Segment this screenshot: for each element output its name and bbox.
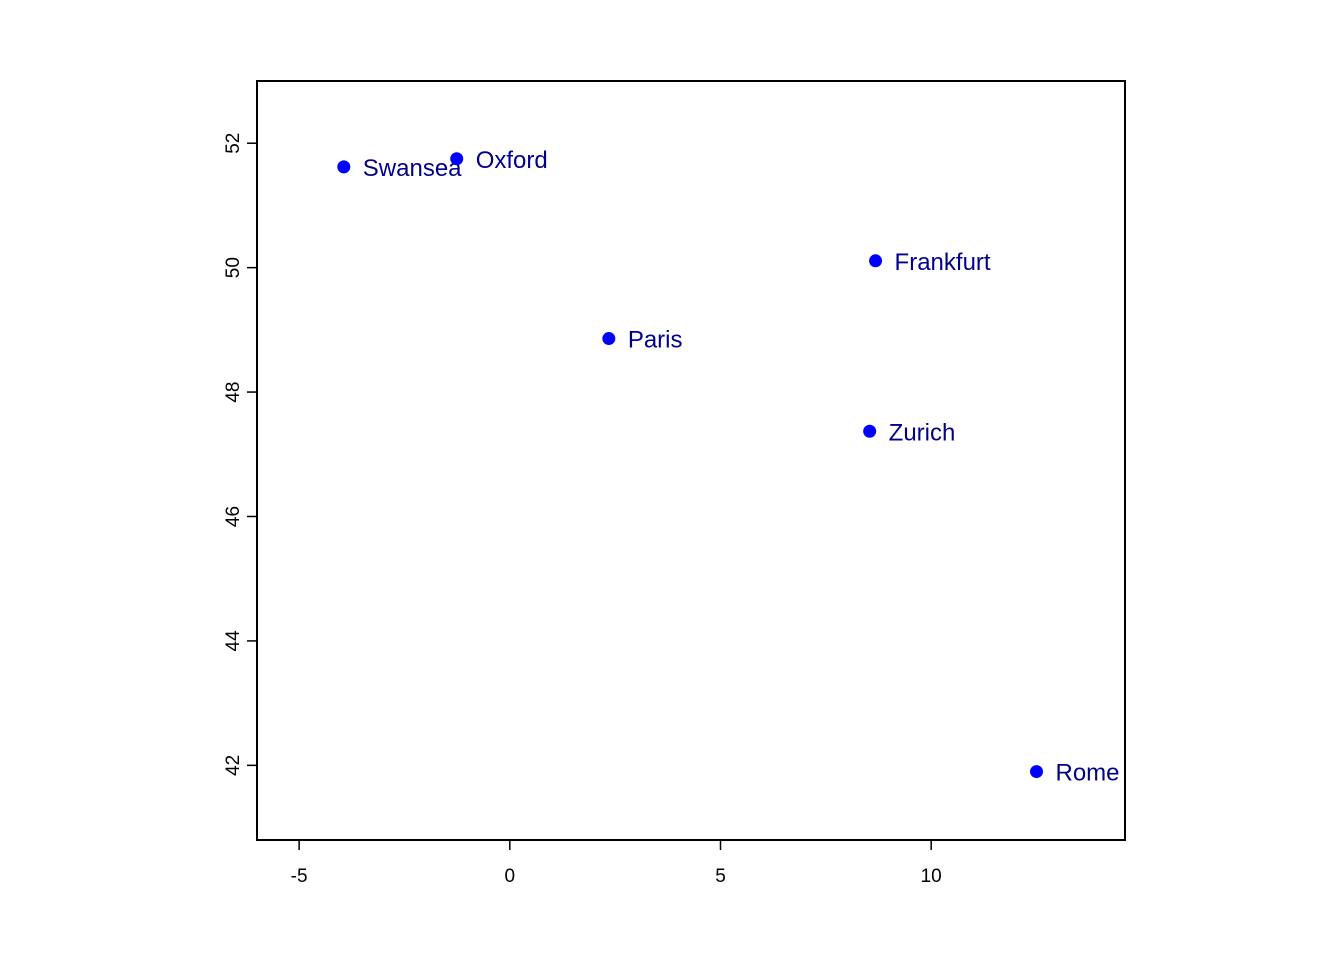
data-point	[337, 160, 351, 174]
data-point	[1030, 765, 1044, 779]
data-point	[869, 254, 883, 268]
points-layer: Swansea Oxford Frankfurt Paris Zurich Rome	[337, 147, 1120, 787]
x-tick-label: 10	[921, 866, 942, 887]
data-point	[450, 152, 464, 166]
point-label: Swansea	[363, 155, 462, 182]
y-tick-label: 44	[223, 630, 244, 652]
plot-frame	[256, 80, 1126, 841]
axes-layer: -5 0 5 10 42 44 46 48 50 52	[223, 133, 942, 887]
y-tick-label: 42	[223, 755, 244, 776]
y-tick-label: 48	[223, 381, 244, 402]
point-label: Zurich	[889, 419, 956, 446]
y-tick-label: 52	[223, 133, 244, 154]
y-tick-label: 46	[223, 506, 244, 527]
point-label: Rome	[1056, 760, 1120, 787]
data-point	[602, 332, 616, 346]
y-tick-label: 50	[223, 257, 244, 278]
point-label: Oxford	[476, 147, 548, 174]
x-tick-label: 0	[505, 866, 516, 887]
data-point	[863, 424, 877, 438]
point-label: Frankfurt	[895, 249, 991, 276]
x-tick-label: 5	[715, 866, 726, 887]
x-tick-label: -5	[291, 866, 308, 887]
point-label: Paris	[628, 327, 683, 354]
